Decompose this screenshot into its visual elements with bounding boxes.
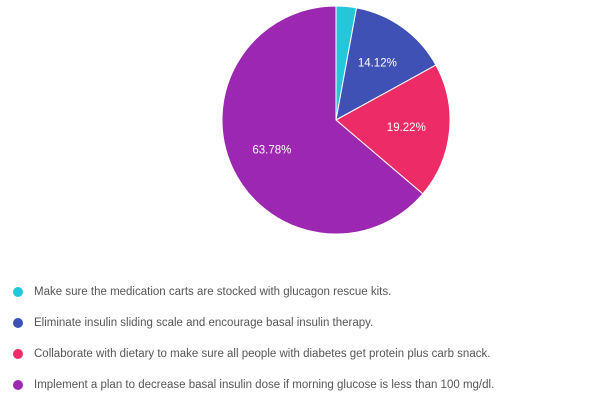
legend-item-2[interactable]: Eliminate insulin sliding scale and enco…	[13, 307, 593, 338]
legend-marker-2	[13, 317, 23, 328]
pie-slice-label-4: 63.78%	[252, 145, 291, 157]
legend-label-3: Collaborate with dietary to make sure al…	[34, 347, 491, 360]
legend-marker-1	[13, 286, 23, 297]
pie-slice-4[interactable]	[221, 5, 424, 235]
legend-item-3[interactable]: Collaborate with dietary to make sure al…	[13, 338, 593, 369]
pie-slice-label-3: 19.22%	[387, 122, 426, 134]
pie-slice-3[interactable]	[335, 64, 451, 195]
legend-item-4[interactable]: Implement a plan to decrease basal insul…	[13, 369, 593, 400]
legend-label-4: Implement a plan to decrease basal insul…	[34, 378, 495, 391]
legend-label-2: Eliminate insulin sliding scale and enco…	[34, 316, 374, 329]
legend-label-1: Make sure the medication carts are stock…	[34, 285, 392, 298]
legend-marker-4	[13, 379, 23, 390]
pie-chart: 14.12% 19.22% 63.78%	[221, 5, 451, 235]
pie-slice-label-2: 14.12%	[358, 58, 397, 70]
legend-item-1[interactable]: Make sure the medication carts are stock…	[13, 276, 593, 307]
chart-legend: Make sure the medication carts are stock…	[13, 276, 593, 400]
pie-slice-2[interactable]	[335, 7, 437, 121]
legend-marker-3	[13, 348, 23, 359]
